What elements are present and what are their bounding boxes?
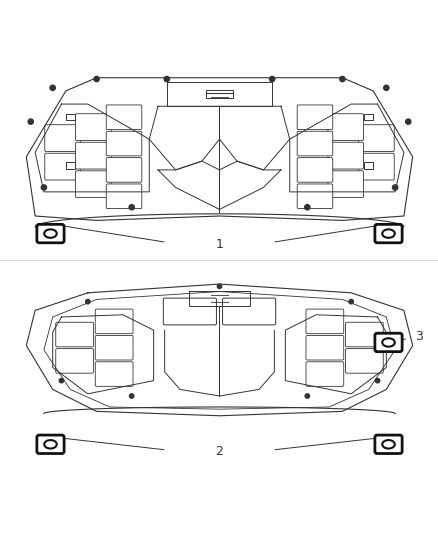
FancyBboxPatch shape: [327, 142, 363, 169]
Circle shape: [405, 119, 410, 124]
Circle shape: [164, 76, 169, 82]
FancyBboxPatch shape: [56, 349, 93, 373]
FancyBboxPatch shape: [358, 125, 393, 151]
FancyBboxPatch shape: [75, 171, 111, 198]
Circle shape: [374, 378, 379, 383]
FancyBboxPatch shape: [345, 349, 382, 373]
FancyBboxPatch shape: [66, 163, 74, 168]
FancyBboxPatch shape: [374, 333, 401, 352]
FancyBboxPatch shape: [106, 184, 141, 208]
FancyBboxPatch shape: [45, 125, 80, 151]
Ellipse shape: [381, 440, 394, 448]
FancyBboxPatch shape: [106, 105, 141, 130]
Circle shape: [94, 76, 99, 82]
FancyBboxPatch shape: [95, 362, 133, 386]
FancyBboxPatch shape: [163, 298, 216, 325]
FancyBboxPatch shape: [364, 163, 372, 168]
FancyBboxPatch shape: [75, 114, 111, 141]
Circle shape: [28, 119, 33, 124]
FancyBboxPatch shape: [297, 105, 332, 130]
FancyBboxPatch shape: [297, 158, 332, 182]
Ellipse shape: [381, 229, 394, 238]
Circle shape: [339, 76, 344, 82]
Text: 3: 3: [414, 330, 422, 343]
FancyBboxPatch shape: [374, 224, 401, 243]
Circle shape: [304, 394, 309, 398]
FancyBboxPatch shape: [56, 322, 93, 347]
Ellipse shape: [44, 229, 57, 238]
Circle shape: [129, 205, 134, 210]
FancyBboxPatch shape: [45, 154, 80, 180]
FancyBboxPatch shape: [66, 114, 74, 120]
Text: 1: 1: [215, 238, 223, 251]
FancyBboxPatch shape: [305, 362, 343, 386]
Circle shape: [217, 284, 221, 288]
Circle shape: [85, 300, 90, 304]
FancyBboxPatch shape: [95, 309, 133, 334]
FancyBboxPatch shape: [364, 114, 372, 120]
Ellipse shape: [381, 338, 394, 346]
Circle shape: [41, 185, 46, 190]
FancyBboxPatch shape: [75, 142, 111, 169]
Text: 2: 2: [215, 445, 223, 458]
Circle shape: [392, 185, 397, 190]
FancyBboxPatch shape: [345, 322, 382, 347]
FancyBboxPatch shape: [327, 114, 363, 141]
FancyBboxPatch shape: [222, 298, 275, 325]
Ellipse shape: [44, 440, 57, 448]
Circle shape: [129, 394, 134, 398]
FancyBboxPatch shape: [297, 131, 332, 156]
FancyBboxPatch shape: [206, 91, 232, 99]
Circle shape: [304, 205, 309, 210]
FancyBboxPatch shape: [95, 335, 133, 360]
Circle shape: [59, 378, 64, 383]
Circle shape: [348, 300, 353, 304]
FancyBboxPatch shape: [374, 435, 401, 454]
FancyBboxPatch shape: [106, 131, 141, 156]
Circle shape: [383, 85, 388, 91]
FancyBboxPatch shape: [358, 154, 393, 180]
FancyBboxPatch shape: [37, 224, 64, 243]
FancyBboxPatch shape: [305, 309, 343, 334]
FancyBboxPatch shape: [297, 184, 332, 208]
FancyBboxPatch shape: [106, 158, 141, 182]
FancyBboxPatch shape: [305, 335, 343, 360]
Circle shape: [269, 76, 274, 82]
Circle shape: [50, 85, 55, 91]
FancyBboxPatch shape: [327, 171, 363, 198]
FancyBboxPatch shape: [37, 435, 64, 454]
